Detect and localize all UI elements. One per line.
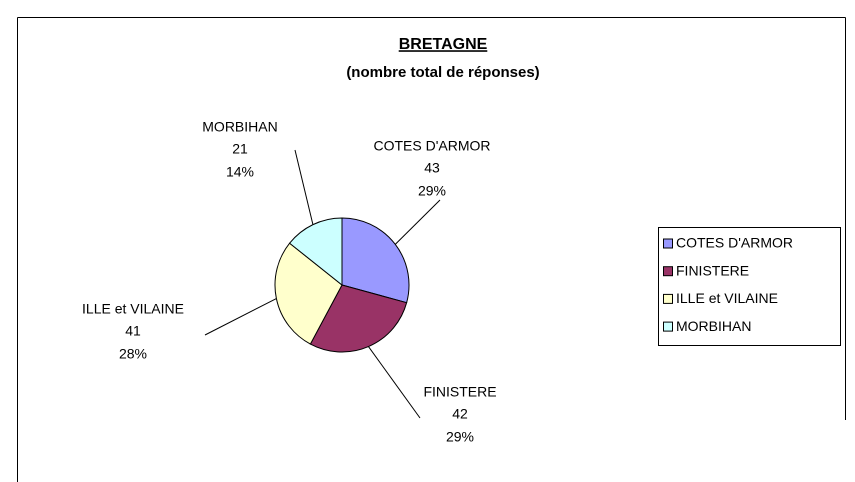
data-label-percent: 14%: [226, 164, 254, 180]
data-label-percent: 29%: [446, 429, 474, 445]
chart-subtitle: (nombre total de réponses): [346, 64, 539, 81]
data-label-percent: 28%: [119, 346, 147, 362]
legend-label: ILLE et VILAINE: [676, 290, 778, 306]
legend-swatch: [663, 238, 673, 249]
data-label-name: ILLE et VILAINE: [82, 301, 184, 317]
legend-label: COTES D'ARMOR: [676, 235, 793, 251]
legend-label: FINISTERE: [676, 262, 749, 278]
leader-line: [294, 149, 314, 225]
leader-line: [368, 346, 421, 419]
legend-swatch: [663, 293, 673, 304]
data-label-value: 21: [232, 141, 248, 157]
data-label-value: 43: [424, 160, 440, 176]
pie-slice: [288, 217, 343, 287]
legend-swatch: [663, 266, 673, 277]
data-label-name: FINISTERE: [423, 384, 496, 400]
legend-label: MORBIHAN: [676, 318, 751, 334]
data-label-value: 42: [452, 406, 468, 422]
legend-swatch: [663, 321, 673, 332]
pie-slice: [341, 217, 410, 304]
data-label-name: COTES D'ARMOR: [373, 138, 490, 154]
data-label-name: MORBIHAN: [202, 119, 277, 135]
data-label-percent: 29%: [418, 183, 446, 199]
pie-slice: [309, 284, 408, 353]
data-label-value: 41: [125, 323, 141, 339]
chart-title: BRETAGNE: [399, 36, 488, 53]
legend: [658, 227, 841, 346]
leader-line: [394, 199, 441, 245]
leader-line: [204, 298, 277, 336]
